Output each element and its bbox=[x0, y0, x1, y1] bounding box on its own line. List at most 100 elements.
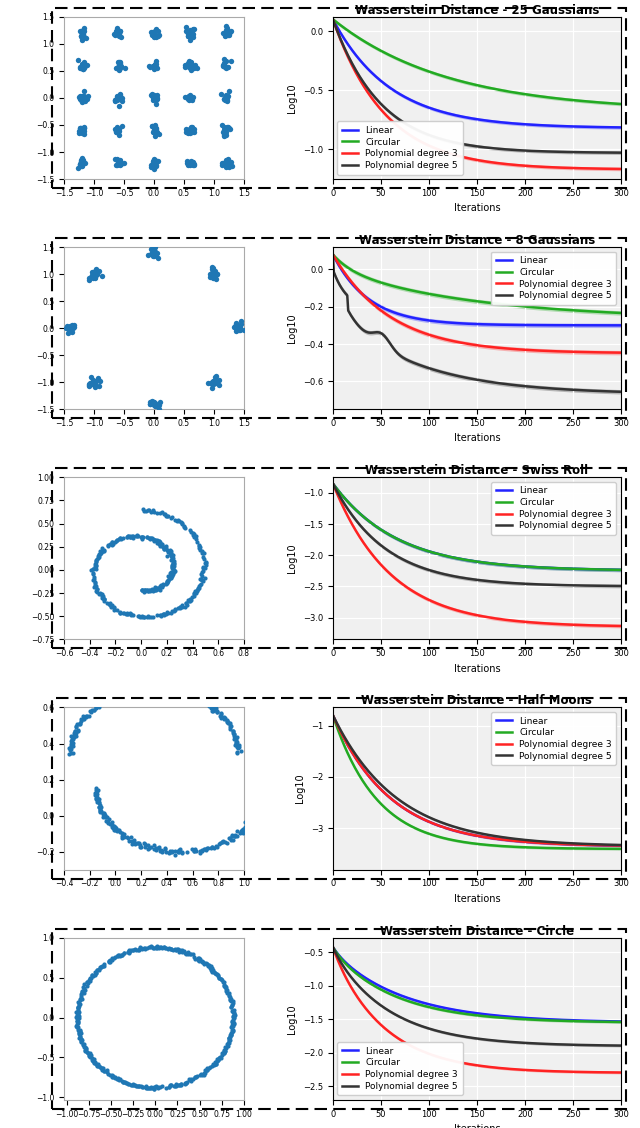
Point bbox=[115, 602, 125, 620]
Point bbox=[223, 87, 233, 105]
Point bbox=[77, 60, 88, 78]
Point bbox=[77, 55, 87, 73]
Point bbox=[230, 317, 240, 335]
Point bbox=[163, 543, 173, 561]
Point bbox=[135, 837, 145, 855]
Point bbox=[148, 123, 158, 141]
Point bbox=[96, 585, 106, 603]
Point bbox=[156, 938, 166, 957]
Point bbox=[149, 394, 159, 412]
Point bbox=[76, 92, 86, 111]
Point bbox=[66, 728, 76, 746]
Point bbox=[96, 544, 106, 562]
Point bbox=[110, 150, 120, 168]
Point bbox=[187, 685, 197, 703]
Point bbox=[99, 592, 109, 610]
Point bbox=[77, 26, 88, 44]
Point bbox=[183, 27, 193, 45]
Point bbox=[118, 1073, 129, 1091]
Point bbox=[183, 27, 193, 45]
Point bbox=[91, 1055, 101, 1073]
Point bbox=[234, 321, 244, 340]
Point bbox=[115, 823, 125, 841]
Point bbox=[79, 82, 89, 100]
Point bbox=[76, 1032, 86, 1050]
Point bbox=[228, 724, 238, 742]
Point bbox=[99, 955, 109, 973]
Point bbox=[157, 538, 168, 556]
Legend: Linear, Circular, Polynomial degree 3, Polynomial degree 5: Linear, Circular, Polynomial degree 3, P… bbox=[491, 252, 616, 305]
Point bbox=[119, 684, 129, 702]
Point bbox=[88, 565, 99, 583]
Point bbox=[113, 151, 123, 169]
Point bbox=[149, 247, 159, 265]
Point bbox=[140, 581, 150, 599]
Point bbox=[195, 950, 205, 968]
Point bbox=[168, 555, 178, 573]
Point bbox=[184, 121, 195, 139]
Point bbox=[88, 1050, 99, 1068]
Point bbox=[188, 523, 198, 541]
Point bbox=[88, 702, 99, 720]
Point bbox=[184, 30, 195, 49]
Point bbox=[78, 25, 88, 43]
Point bbox=[112, 121, 122, 139]
Point bbox=[90, 378, 100, 396]
Point bbox=[75, 1022, 85, 1040]
Point bbox=[93, 791, 104, 809]
Point bbox=[207, 264, 217, 282]
Point bbox=[91, 550, 101, 569]
Point bbox=[75, 89, 85, 107]
Point bbox=[236, 741, 246, 759]
Point bbox=[166, 569, 176, 587]
Point bbox=[221, 125, 232, 143]
Point bbox=[89, 579, 99, 597]
Point bbox=[61, 317, 72, 335]
Point bbox=[168, 554, 179, 572]
Point bbox=[97, 585, 107, 603]
Point bbox=[106, 1066, 116, 1084]
Point bbox=[112, 25, 122, 43]
Point bbox=[113, 153, 123, 171]
Point bbox=[223, 1033, 234, 1051]
Point bbox=[168, 565, 179, 583]
Point bbox=[220, 120, 230, 138]
Point bbox=[107, 816, 117, 834]
Point bbox=[67, 731, 77, 749]
Point bbox=[220, 25, 230, 43]
Point bbox=[221, 90, 231, 108]
Point bbox=[140, 582, 150, 600]
Point bbox=[212, 968, 223, 986]
Point bbox=[151, 121, 161, 139]
Point bbox=[185, 53, 195, 71]
Point bbox=[166, 546, 176, 564]
Point bbox=[207, 264, 218, 282]
Point bbox=[220, 27, 230, 45]
Point bbox=[91, 264, 101, 282]
Point bbox=[109, 599, 119, 617]
Point bbox=[163, 571, 173, 589]
Point bbox=[113, 59, 124, 77]
Point bbox=[184, 91, 195, 109]
Point bbox=[78, 708, 88, 726]
Point bbox=[149, 86, 159, 104]
Point bbox=[76, 1030, 86, 1048]
Point bbox=[94, 791, 104, 809]
Point bbox=[109, 1069, 120, 1087]
Point bbox=[227, 21, 237, 39]
Point bbox=[202, 1061, 212, 1079]
Point bbox=[105, 593, 115, 611]
Point bbox=[186, 1070, 196, 1089]
Point bbox=[186, 153, 196, 171]
Point bbox=[230, 827, 240, 845]
Point bbox=[226, 992, 236, 1010]
Point bbox=[145, 582, 156, 600]
Point bbox=[227, 157, 237, 175]
Point bbox=[84, 1045, 95, 1063]
Point bbox=[113, 1069, 124, 1087]
Point bbox=[219, 973, 229, 992]
Point bbox=[148, 243, 159, 261]
Point bbox=[105, 1066, 115, 1084]
Point bbox=[113, 152, 124, 170]
Point bbox=[69, 724, 79, 742]
